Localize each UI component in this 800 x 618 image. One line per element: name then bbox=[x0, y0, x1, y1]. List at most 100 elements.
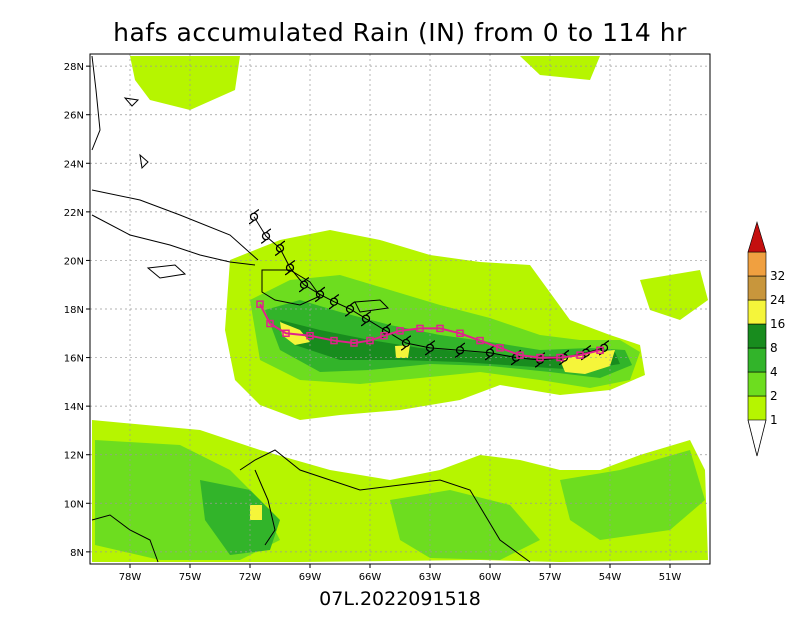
hafs-track-point bbox=[596, 346, 604, 355]
hafs-track-point bbox=[350, 339, 358, 347]
coastline-cuba-south bbox=[91, 214, 256, 266]
rain-area-south-mid-3 bbox=[560, 450, 705, 540]
best-track-symbol bbox=[400, 335, 412, 351]
hafs-track-point bbox=[536, 353, 544, 362]
chart-title: hafs accumulated Rain (IN) from 0 to 114… bbox=[113, 18, 687, 47]
rain-area-north-east-2 bbox=[520, 56, 600, 80]
lat-tick-label: 12N bbox=[64, 451, 84, 462]
hafs-track-point bbox=[306, 331, 314, 340]
lon-tick-label: 57W bbox=[539, 572, 562, 583]
best-track-symbol bbox=[360, 311, 372, 327]
colorbar-bottom-triangle bbox=[747, 419, 767, 457]
lon-tick-label: 75W bbox=[179, 572, 202, 583]
lon-tick-label: 78W bbox=[119, 572, 142, 583]
hafs-track-point bbox=[380, 331, 388, 340]
best-track-symbol bbox=[344, 301, 356, 317]
colorbar-swatch bbox=[747, 371, 767, 397]
best-track-symbol bbox=[274, 240, 286, 256]
colorbar-top-triangle bbox=[747, 220, 767, 253]
best-track-symbol bbox=[328, 294, 340, 310]
hafs-track-point bbox=[516, 351, 524, 359]
hafs-track-point bbox=[366, 336, 374, 345]
hafs-track-point bbox=[496, 344, 504, 352]
lat-tick-label: 18N bbox=[64, 305, 84, 316]
lon-tick-label: 60W bbox=[479, 572, 502, 583]
hafs-forecast-track bbox=[256, 300, 604, 362]
colorbar-label: 4 bbox=[770, 365, 778, 379]
latitude-tick-labels: 28N 26N 24N 22N 20N 18N 16N 14N 12N 10N 8N bbox=[64, 62, 84, 559]
colorbar-swatch bbox=[747, 275, 767, 301]
lon-tick-label: 51W bbox=[659, 572, 682, 583]
colorbar-label: 1 bbox=[770, 413, 778, 427]
hafs-track-point bbox=[456, 329, 464, 338]
coastline-jamaica bbox=[146, 264, 187, 279]
coastline-south-america bbox=[239, 449, 531, 563]
lat-tick-label: 14N bbox=[64, 402, 84, 413]
colorbar-swatch bbox=[747, 395, 767, 421]
hafs-track-line bbox=[259, 303, 601, 359]
rain-max-east bbox=[560, 350, 615, 374]
rain-area-south-core bbox=[200, 480, 280, 555]
hafs-track-point bbox=[282, 329, 290, 338]
colorbar-swatch bbox=[747, 251, 767, 277]
colorbar-label: 32 bbox=[770, 269, 785, 283]
lon-tick-label: 66W bbox=[359, 572, 382, 583]
best-track-symbol bbox=[248, 209, 260, 225]
coastlines bbox=[91, 55, 531, 563]
colorbar-label: 16 bbox=[770, 317, 785, 331]
best-track-symbol bbox=[298, 277, 310, 293]
lat-tick-label: 26N bbox=[64, 111, 84, 122]
rain-area-east bbox=[640, 270, 708, 320]
best-track bbox=[248, 209, 610, 368]
longitude-tick-labels: 78W 75W 72W 69W 66W 63W 60W 57W 54W 51W bbox=[119, 572, 682, 583]
lat-tick-label: 28N bbox=[64, 62, 84, 73]
coastline-florida-bahamas bbox=[91, 55, 101, 151]
best-track-symbol bbox=[454, 342, 466, 358]
hafs-track-point bbox=[416, 324, 424, 333]
best-track-symbol bbox=[314, 286, 326, 303]
colorbar-swatch bbox=[747, 299, 767, 325]
best-track-symbol bbox=[424, 340, 436, 356]
lon-tick-label: 63W bbox=[419, 572, 442, 583]
colorbar-swatch bbox=[747, 347, 767, 373]
lat-tick-label: 16N bbox=[64, 354, 84, 365]
colorbar-label: 24 bbox=[770, 293, 785, 307]
lat-tick-label: 24N bbox=[64, 159, 84, 170]
coastline-cuba bbox=[91, 189, 259, 261]
rain-max-south bbox=[250, 505, 262, 520]
lat-tick-label: 8N bbox=[70, 548, 84, 559]
coastline-bahamas-2 bbox=[123, 97, 140, 107]
hafs-track-point bbox=[256, 300, 264, 308]
map-border bbox=[89, 53, 711, 565]
hafs-track-point bbox=[436, 324, 444, 333]
hafs-track-point bbox=[556, 353, 564, 362]
lon-tick-label: 54W bbox=[599, 572, 622, 583]
lat-tick-label: 20N bbox=[64, 256, 84, 267]
coastline-puerto-rico bbox=[354, 299, 390, 313]
lon-tick-label: 72W bbox=[239, 572, 262, 583]
map-gridlines bbox=[86, 54, 710, 568]
best-track-symbol bbox=[284, 260, 296, 276]
coastline-bahamas-1 bbox=[139, 153, 149, 170]
rain-area-south-mid-2 bbox=[390, 490, 540, 560]
colorbar-label: 8 bbox=[770, 341, 778, 355]
hafs-track-point bbox=[396, 327, 404, 335]
hafs-track-point bbox=[330, 336, 338, 345]
rainfall-field bbox=[92, 56, 708, 562]
lat-tick-label: 10N bbox=[64, 499, 84, 510]
lat-tick-label: 22N bbox=[64, 208, 84, 219]
coastline-central-america bbox=[91, 514, 159, 563]
colorbar-swatch bbox=[747, 323, 767, 349]
rain-area-north-east bbox=[130, 56, 240, 110]
lon-tick-label: 69W bbox=[299, 572, 322, 583]
hafs-track-point bbox=[476, 336, 484, 345]
colorbar-label: 2 bbox=[770, 389, 778, 403]
storm-id-label: 07L.2022091518 bbox=[319, 588, 481, 610]
coastline-venezuela-lake bbox=[254, 469, 276, 546]
rain-max-mid bbox=[395, 345, 410, 358]
hafs-track-point bbox=[266, 319, 274, 328]
best-track-symbol bbox=[260, 228, 272, 244]
hafs-track-point bbox=[576, 351, 584, 359]
